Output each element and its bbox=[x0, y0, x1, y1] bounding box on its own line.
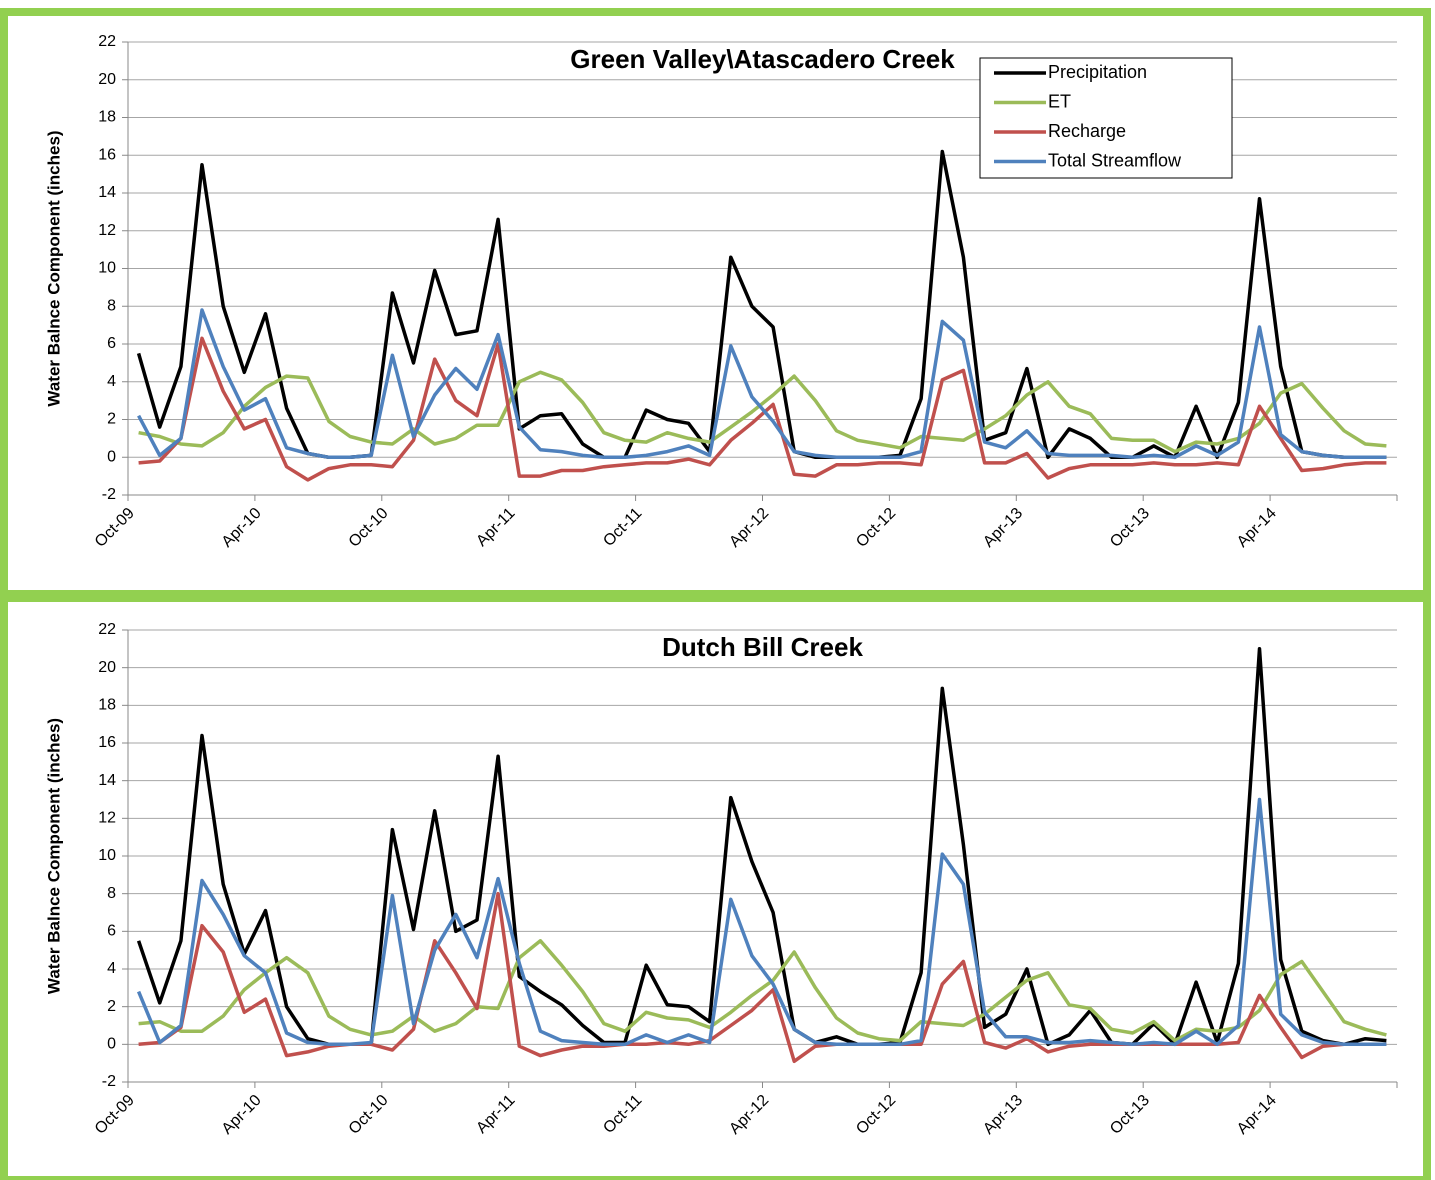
y-tick-label: 10 bbox=[98, 260, 116, 277]
y-tick-label: 2 bbox=[107, 411, 116, 428]
chart-title: Green Valley\Atascadero Creek bbox=[570, 44, 955, 74]
y-tick-label: -2 bbox=[102, 1073, 116, 1090]
x-tick-label: Oct-11 bbox=[600, 1092, 645, 1137]
x-tick-label: Oct-13 bbox=[1107, 1092, 1153, 1138]
y-tick-label: 20 bbox=[98, 71, 116, 88]
y-tick-label: 6 bbox=[107, 335, 116, 352]
x-tick-label: Apr-14 bbox=[1234, 505, 1280, 551]
chart-title: Dutch Bill Creek bbox=[662, 632, 863, 662]
y-tick-label: 4 bbox=[107, 373, 116, 390]
y-tick-label: 14 bbox=[98, 772, 116, 789]
legend-label: ET bbox=[1048, 91, 1071, 111]
x-tick-label: Oct-10 bbox=[346, 505, 392, 551]
series-line bbox=[138, 891, 1387, 1064]
y-tick-label: 6 bbox=[107, 923, 116, 940]
y-tick-label: 12 bbox=[98, 222, 116, 239]
y-tick-label: 14 bbox=[98, 184, 116, 201]
x-tick-label: Apr-13 bbox=[980, 505, 1026, 551]
y-tick-label: 18 bbox=[98, 697, 116, 714]
series-line bbox=[138, 370, 1387, 454]
y-tick-label: 8 bbox=[107, 885, 116, 902]
y-tick-label: 8 bbox=[107, 297, 116, 314]
y-tick-label: 16 bbox=[98, 734, 116, 751]
x-tick-label: Oct-10 bbox=[346, 1092, 392, 1138]
x-tick-label: Apr-14 bbox=[1234, 1092, 1280, 1138]
x-tick-label: Apr-10 bbox=[219, 1092, 265, 1138]
y-tick-label: 10 bbox=[98, 847, 116, 864]
x-tick-label: Apr-10 bbox=[219, 505, 265, 551]
panel-border bbox=[0, 594, 1431, 1180]
x-tick-label: Oct-12 bbox=[853, 1092, 899, 1138]
series-line bbox=[138, 336, 1387, 482]
x-tick-label: Oct-11 bbox=[600, 505, 645, 550]
x-tick-label: Apr-12 bbox=[726, 505, 772, 551]
x-tick-label: Oct-12 bbox=[853, 505, 899, 551]
x-tick-label: Apr-13 bbox=[980, 1092, 1026, 1138]
y-tick-label: 22 bbox=[98, 621, 116, 638]
series-line bbox=[137, 308, 1387, 460]
x-tick-label: Apr-11 bbox=[473, 505, 518, 550]
y-tick-label: 2 bbox=[107, 998, 116, 1015]
y-axis-label: Water Balnce Component (inches) bbox=[44, 130, 63, 406]
y-tick-label: 16 bbox=[98, 146, 116, 163]
y-tick-label: 0 bbox=[107, 1036, 116, 1053]
legend-label: Total Streamflow bbox=[1048, 150, 1182, 170]
y-tick-label: 22 bbox=[98, 33, 116, 50]
x-tick-label: Oct-09 bbox=[92, 505, 138, 551]
y-tick-label: 18 bbox=[98, 109, 116, 126]
x-tick-label: Oct-13 bbox=[1107, 505, 1153, 551]
y-axis-label: Water Balnce Component (inches) bbox=[44, 718, 63, 994]
x-tick-label: Apr-11 bbox=[473, 1092, 518, 1137]
legend-label: Precipitation bbox=[1048, 62, 1147, 82]
legend-box bbox=[979, 57, 1233, 179]
series-line bbox=[136, 797, 1387, 1047]
y-tick-label: 12 bbox=[98, 810, 116, 827]
x-tick-label: Apr-12 bbox=[726, 1092, 772, 1138]
legend-label: Recharge bbox=[1048, 121, 1126, 141]
series-line bbox=[136, 647, 1387, 1047]
y-tick-label: 20 bbox=[98, 659, 116, 676]
x-tick-label: Oct-09 bbox=[92, 1092, 138, 1138]
y-tick-label: -2 bbox=[102, 486, 116, 503]
y-tick-label: 0 bbox=[107, 448, 116, 465]
series-line bbox=[138, 939, 1387, 1043]
y-tick-label: 4 bbox=[107, 960, 116, 977]
